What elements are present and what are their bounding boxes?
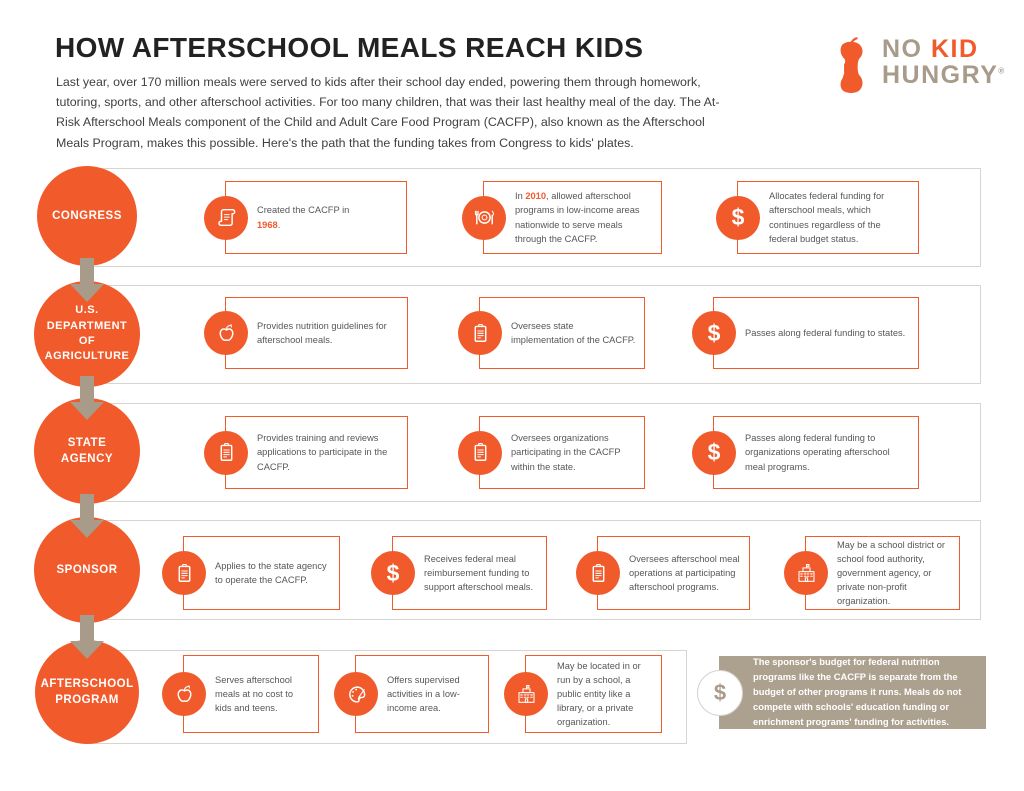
card-text: May be a school district or school food …: [837, 539, 945, 607]
card-text: Oversees state implementation of the CAC…: [511, 320, 636, 345]
dollar-icon: $: [692, 311, 736, 355]
down-arrow: [70, 615, 104, 659]
card-text: Oversees afterschool meal operations at …: [629, 553, 740, 593]
page-title: HOW AFTERSCHOOL MEALS REACH KIDS: [55, 32, 644, 63]
stage-label: U.S. DEPARTMENT OF AGRICULTURE: [44, 304, 130, 363]
card-text: In 2010, allowed afterschool programs in…: [515, 191, 640, 244]
clipboard-icon: [576, 551, 620, 595]
card-text: Allocates federal funding for afterschoo…: [769, 191, 885, 244]
logo-word-hungry: HUNGRY: [882, 61, 999, 89]
scroll-icon: [204, 195, 248, 240]
card-text: Applies to the state agency to operate t…: [215, 560, 327, 585]
sponsor-budget-note: The sponsor's budget for federal nutriti…: [719, 656, 986, 729]
registered-mark: ®: [998, 66, 1005, 76]
stage-label: SPONSOR: [56, 563, 118, 576]
stage-label: STATE AGENCY: [60, 436, 114, 465]
card-text: May be located in or run by a school, a …: [557, 660, 641, 728]
school-icon: [504, 672, 548, 716]
info-card: Oversees afterschool meal operations at …: [576, 536, 750, 610]
card-text: Provides nutrition guidelines for afters…: [257, 320, 387, 345]
logo-word-no: NO: [882, 35, 923, 63]
apple-core-icon: [835, 37, 863, 93]
info-card: Offers supervised activities in a low-in…: [334, 655, 489, 733]
info-card: Oversees organizations participating in …: [458, 416, 645, 489]
clipboard-icon: [458, 430, 502, 475]
card-text: Offers supervised activities in a low-in…: [387, 674, 460, 714]
info-card: $ Passes along federal funding to organi…: [692, 416, 919, 489]
down-arrow: [70, 376, 104, 420]
info-card: Serves afterschool meals at no cost to k…: [162, 655, 319, 733]
stage-label: AFTERSCHOOL PROGRAM: [40, 677, 134, 706]
info-card: Provides nutrition guidelines for afters…: [204, 297, 408, 369]
dollar-icon: $: [697, 670, 743, 716]
logo-word-kid: KID: [930, 35, 979, 63]
clipboard-icon: [162, 551, 206, 595]
intro-text: Last year, over 170 million meals were s…: [56, 75, 720, 150]
clipboard-icon: [204, 430, 248, 475]
info-card: $ Passes along federal funding to states…: [692, 297, 919, 369]
dollar-icon: $: [371, 551, 415, 595]
card-text: Oversees organizations participating in …: [511, 433, 621, 472]
apple-icon: [162, 672, 206, 716]
stage-label: CONGRESS: [52, 209, 122, 222]
palette-icon: [334, 672, 378, 716]
arrow-head: [70, 402, 104, 420]
arrow-head: [70, 284, 104, 302]
down-arrow: [70, 258, 104, 302]
card-text: Provides training and reviews applicatio…: [257, 433, 388, 472]
no-kid-hungry-logo: NO KID HUNGRY®: [830, 36, 1004, 94]
info-card: Applies to the state agency to operate t…: [162, 536, 340, 610]
info-card: May be located in or run by a school, a …: [504, 655, 662, 733]
card-text: Passes along federal funding to states.: [745, 327, 906, 338]
info-card: $ Receives federal meal reimbursement fu…: [371, 536, 547, 610]
stage-circle-congress: CONGRESS: [37, 166, 137, 266]
info-card: Created the CACFP in 1968.: [204, 181, 407, 254]
info-card: $ Allocates federal funding for aftersch…: [716, 181, 919, 254]
arrow-head: [70, 641, 104, 659]
down-arrow: [70, 494, 104, 538]
dollar-icon: $: [716, 195, 760, 240]
logo-wordmark: NO KID HUNGRY®: [882, 36, 1004, 88]
meal-icon: [462, 195, 506, 240]
card-text: Passes along federal funding to organiza…: [745, 433, 890, 472]
arrow-head: [70, 520, 104, 538]
note-text: The sponsor's budget for federal nutriti…: [753, 656, 962, 727]
card-text: Receives federal meal reimbursement fund…: [424, 553, 534, 593]
info-card: Provides training and reviews applicatio…: [204, 416, 408, 489]
card-text: Serves afterschool meals at no cost to k…: [215, 674, 294, 714]
clipboard-icon: [458, 311, 502, 355]
info-card: In 2010, allowed afterschool programs in…: [462, 181, 662, 254]
card-text: Created the CACFP in 1968.: [257, 205, 350, 230]
info-card: Oversees state implementation of the CAC…: [458, 297, 645, 369]
school-icon: [784, 551, 828, 595]
apple-icon: [204, 311, 248, 355]
dollar-icon: $: [692, 430, 736, 475]
info-card: May be a school district or school food …: [784, 536, 960, 610]
